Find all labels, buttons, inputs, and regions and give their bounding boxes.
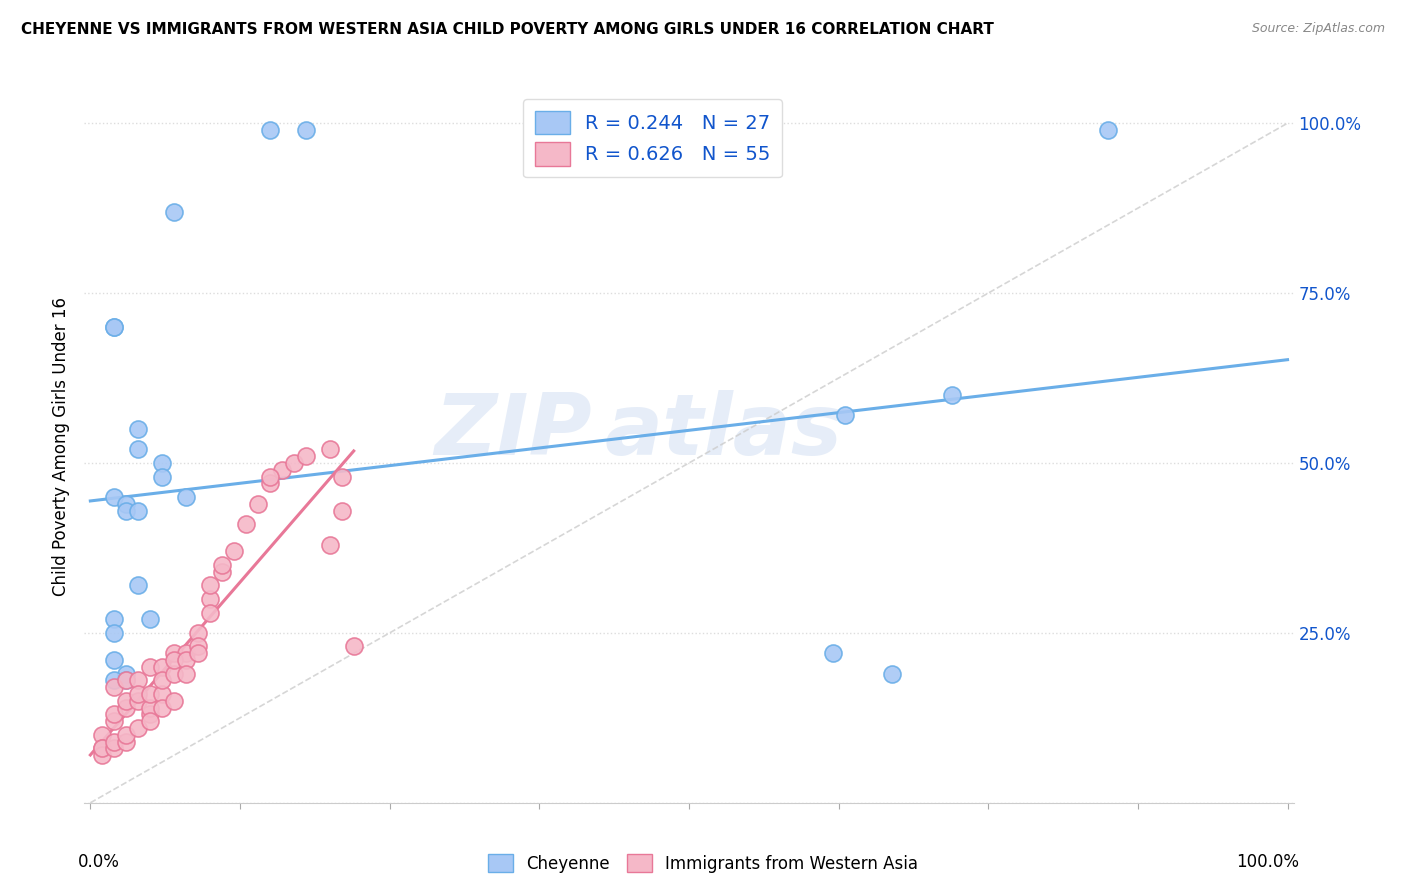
Point [139, 660, 162, 674]
Point [115, 694, 138, 708]
Point [343, 640, 366, 654]
Point [103, 680, 125, 694]
Point [319, 537, 342, 551]
Point [259, 469, 281, 483]
Point [330, 503, 353, 517]
Point [163, 694, 186, 708]
Point [103, 320, 125, 334]
Legend: Cheyenne, Immigrants from Western Asia: Cheyenne, Immigrants from Western Asia [481, 847, 925, 880]
Legend: R = 0.244   N = 27, R = 0.626   N = 55: R = 0.244 N = 27, R = 0.626 N = 55 [523, 99, 782, 178]
Point [127, 694, 149, 708]
Point [174, 646, 197, 660]
Point [270, 463, 292, 477]
Point [295, 123, 318, 137]
Point [115, 666, 138, 681]
Point [91, 741, 114, 756]
Point [174, 653, 197, 667]
Point [187, 626, 209, 640]
Point [198, 591, 221, 606]
Point [127, 721, 149, 735]
Point [103, 707, 125, 722]
Point [139, 612, 162, 626]
Point [91, 741, 114, 756]
Point [127, 673, 149, 688]
Point [150, 469, 173, 483]
Point [222, 544, 245, 558]
Point [283, 456, 305, 470]
Point [127, 578, 149, 592]
Point [882, 666, 904, 681]
Point [115, 673, 138, 688]
Point [259, 476, 281, 491]
Point [115, 503, 138, 517]
Point [103, 490, 125, 504]
Point [235, 517, 257, 532]
Point [139, 687, 162, 701]
Point [91, 748, 114, 763]
Point [259, 123, 281, 137]
Point [139, 707, 162, 722]
Point [103, 741, 125, 756]
Y-axis label: Child Poverty Among Girls Under 16: Child Poverty Among Girls Under 16 [52, 296, 70, 596]
Point [834, 409, 856, 423]
Point [163, 646, 186, 660]
Point [1097, 123, 1119, 137]
Text: atlas: atlas [605, 390, 842, 474]
Text: Source: ZipAtlas.com: Source: ZipAtlas.com [1251, 22, 1385, 36]
Point [115, 734, 138, 748]
Text: CHEYENNE VS IMMIGRANTS FROM WESTERN ASIA CHILD POVERTY AMONG GIRLS UNDER 16 CORR: CHEYENNE VS IMMIGRANTS FROM WESTERN ASIA… [21, 22, 994, 37]
Point [941, 388, 963, 402]
Point [150, 700, 173, 714]
Point [174, 490, 197, 504]
Point [198, 606, 221, 620]
Point [211, 565, 233, 579]
Point [115, 497, 138, 511]
Point [127, 503, 149, 517]
Point [103, 714, 125, 729]
Point [150, 687, 173, 701]
Point [163, 666, 186, 681]
Point [187, 646, 209, 660]
Point [139, 714, 162, 729]
Point [211, 558, 233, 572]
Point [103, 612, 125, 626]
Point [115, 728, 138, 742]
Point [295, 449, 318, 463]
Point [821, 646, 844, 660]
Point [115, 700, 138, 714]
Point [319, 442, 342, 457]
Point [103, 673, 125, 688]
Point [330, 469, 353, 483]
Point [91, 728, 114, 742]
Point [150, 456, 173, 470]
Point [127, 422, 149, 436]
Point [139, 700, 162, 714]
Point [103, 653, 125, 667]
Point [127, 442, 149, 457]
Point [187, 640, 209, 654]
Point [150, 673, 173, 688]
Point [163, 653, 186, 667]
Text: 0.0%: 0.0% [79, 853, 120, 871]
Point [103, 320, 125, 334]
Point [150, 660, 173, 674]
Point [246, 497, 269, 511]
Text: 100.0%: 100.0% [1236, 853, 1299, 871]
Point [115, 673, 138, 688]
Text: ZIP: ZIP [434, 390, 592, 474]
Point [174, 666, 197, 681]
Point [103, 626, 125, 640]
Point [163, 204, 186, 219]
Point [103, 734, 125, 748]
Point [127, 687, 149, 701]
Point [198, 578, 221, 592]
